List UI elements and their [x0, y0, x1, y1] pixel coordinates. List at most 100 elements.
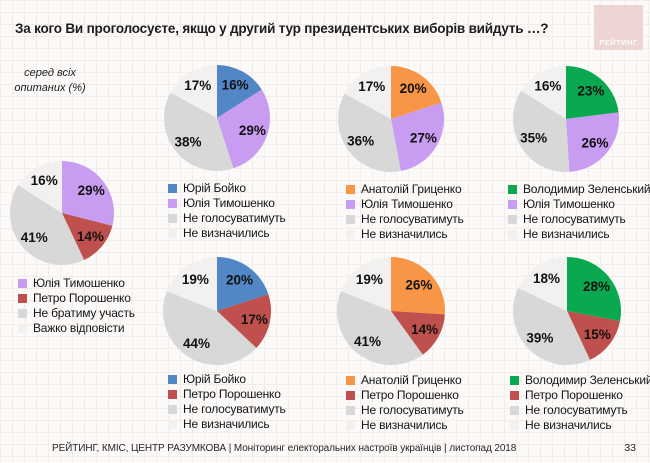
legend-item: Не визначились [168, 226, 286, 241]
legend-color-marker [18, 323, 27, 333]
legend-hrytsenko-poroshenko: Анатолій Гриценко Петро Порошенко Не голос… [346, 373, 464, 433]
legend-color-marker [168, 213, 177, 223]
legend-item: Юлія Тимошенко [508, 197, 650, 212]
pie-slice-value-label: 44% [183, 336, 210, 351]
page-number: 33 [624, 442, 636, 454]
legend-color-marker [18, 293, 27, 303]
pie-slice-value-label: 38% [174, 135, 201, 150]
pie-slice-boyko-poroshenko [162, 291, 257, 366]
pie-slice-value-label: 36% [347, 134, 374, 149]
legend-label: Юлія Тимошенко [361, 197, 453, 211]
legend-label: Не голосуватимуть [361, 403, 464, 417]
pie-slice-value-label: 19% [356, 272, 383, 287]
pie-slice-zelenskyi-tymoshenko [566, 112, 619, 172]
legend-label: Петро Порошенко [525, 388, 623, 402]
legend-color-marker [346, 199, 355, 209]
pie-slice-value-label: 41% [21, 230, 48, 245]
legend-label: Не визначились [183, 417, 270, 431]
pie-slice-all-respondents [9, 185, 85, 266]
legend-color-marker [168, 404, 177, 414]
pie-slice-value-label: 17% [184, 78, 211, 93]
pie-slice-value-label: 14% [77, 229, 104, 244]
legend-item: Не голосуватимуть [346, 212, 464, 227]
pie-slice-hrytsenko-poroshenko [391, 311, 445, 355]
rating-logo: РЕЙТИНГ [594, 5, 643, 50]
legend-color-marker [18, 278, 27, 288]
pie-slice-all-respondents [62, 213, 113, 261]
pie-slice-value-label: 20% [226, 273, 253, 288]
legend-item: Анатолій Гриценко [346, 182, 464, 197]
pie-slice-value-label: 16% [534, 79, 561, 94]
legend-label: Не голосуватимуть [361, 212, 464, 226]
legend-item: Не визначились [346, 227, 464, 242]
legend-label: Не голосуватимуть [183, 211, 286, 225]
legend-color-marker [508, 199, 517, 209]
legend-item: Не братиму участь [18, 306, 135, 321]
pie-slice-zelenskyi-poroshenko [518, 257, 567, 311]
legend-item: Не голосуватимуть [508, 212, 650, 227]
pie-slice-zelenskyi-tymoshenko [521, 66, 566, 119]
pie-slice-zelenskyi-poroshenko [567, 311, 621, 360]
legend-color-marker [510, 375, 519, 385]
legend-item: Володимир Зеленський [510, 373, 650, 388]
pie-slice-boyko-poroshenko [217, 257, 269, 311]
legend-label: Анатолій Гриценко [361, 182, 462, 196]
pie-slice-value-label: 26% [581, 136, 608, 151]
pie-slice-boyko-poroshenko [166, 257, 217, 311]
pie-slice-hrytsenko-poroshenko [336, 291, 423, 366]
legend-label: Юрій Бойко [183, 372, 246, 386]
legend-item: Не голосуватимуть [168, 402, 286, 417]
legend-color-marker [168, 389, 177, 399]
pie-slice-zelenskyi-poroshenko [567, 257, 621, 322]
legend-item: Юлія Тимошенко [168, 196, 286, 211]
pie-chart-zelenskyi-poroshenko: 28% 15% 39% 18% [513, 257, 621, 365]
pie-slice-value-label: 39% [526, 331, 553, 346]
legend-item: Не визначились [346, 418, 464, 433]
pie-slice-zelenskyi-tymoshenko [512, 90, 570, 173]
pie-slice-value-label: 16% [222, 78, 249, 93]
legend-color-marker [168, 419, 177, 429]
pie-slice-zelenskyi-poroshenko [513, 288, 590, 365]
legend-label: Петро Порошенко [183, 387, 281, 401]
legend-label: Володимир Зеленський [523, 182, 650, 196]
legend-item: Не визначились [510, 418, 650, 433]
legend-item: Юлія Тимошенко [346, 197, 464, 212]
legend-hrytsenko-tymoshenko: Анатолій Гриценко Юлія Тимошенко Не голосу… [346, 182, 464, 242]
legend-item: Юрій Бойко [168, 181, 286, 196]
legend-label: Не визначились [183, 226, 270, 240]
pie-slice-hrytsenko-tymoshenko [391, 66, 442, 119]
legend-color-marker [346, 229, 355, 239]
legend-boyko-tymoshenko: Юрій Бойко Юлія Тимошенко Не голосуватимут… [168, 181, 286, 241]
pie-slice-hrytsenko-tymoshenko [338, 93, 401, 172]
pie-slice-value-label: 16% [31, 173, 58, 188]
pie-slice-value-label: 41% [354, 334, 381, 349]
pie-slice-zelenskyi-tymoshenko [566, 66, 619, 119]
pie-slice-boyko-tymoshenko [170, 65, 217, 118]
pie-slice-hrytsenko-poroshenko [391, 257, 445, 315]
legend-label: Петро Порошенко [33, 291, 131, 305]
sample-note: серед всіх опитаних (%) [10, 66, 90, 96]
pie-slice-boyko-tymoshenko [164, 92, 234, 172]
legend-label: Володимир Зеленський [525, 373, 650, 387]
pie-chart-hrytsenko-poroshenko: 26% 14% 41% 19% [336, 257, 445, 366]
legend-item: Володимир Зеленський [508, 182, 650, 197]
sample-note-line1: серед всіх [24, 67, 76, 79]
legend-item: Не голосуватимуть [510, 403, 650, 418]
legend-item: Анатолій Гриценко [346, 373, 464, 388]
legend-label: Петро Порошенко [361, 388, 459, 402]
legend-item: Не визначились [168, 417, 286, 432]
pie-slice-hrytsenko-tymoshenko [344, 66, 391, 119]
legend-item: Не визначились [508, 227, 650, 242]
legend-label: Не голосуватимуть [523, 212, 626, 226]
legend-item: Юлія Тимошенко [18, 276, 135, 291]
pie-slice-value-label: 26% [405, 277, 432, 292]
legend-item: Не голосуватимуть [168, 211, 286, 226]
legend-label: Юлія Тимошенко [33, 276, 125, 290]
pie-chart-boyko-poroshenko: 20% 17% 44% 19% [162, 257, 272, 366]
legend-color-marker [346, 390, 355, 400]
legend-item: Важко відповісти [18, 321, 135, 336]
page-title: За кого Ви проголосуєте, якщо у другий т… [15, 21, 549, 36]
pie-slice-value-label: 29% [78, 183, 105, 198]
legend-color-marker [168, 374, 177, 384]
